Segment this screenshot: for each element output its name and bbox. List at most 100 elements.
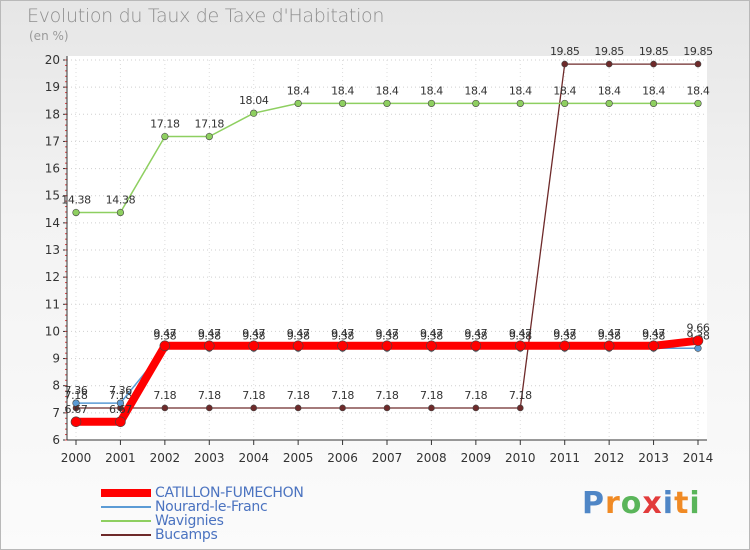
data-point <box>649 99 658 108</box>
x-tick-label: 2006 <box>327 451 358 465</box>
data-point <box>472 99 480 108</box>
data-label: 18.4 <box>687 84 710 97</box>
legend-swatch-wavignies <box>101 520 151 522</box>
data-label: 18.04 <box>239 94 269 107</box>
data-point <box>383 404 391 412</box>
data-label: 9.47 <box>153 327 176 340</box>
data-point <box>292 340 304 352</box>
data-point <box>694 99 702 108</box>
y-tick-label: 20 <box>45 53 60 67</box>
data-point <box>648 340 659 352</box>
data-label: 9.47 <box>509 327 532 340</box>
data-label: 9.47 <box>287 327 310 340</box>
y-tick-label: 18 <box>45 107 60 121</box>
data-point <box>72 399 80 407</box>
legend-item[interactable]: Wavignies <box>101 514 304 528</box>
y-tick-label: 11 <box>45 297 60 311</box>
data-label: 7.18 <box>376 389 399 402</box>
logo-letter: i <box>662 486 675 521</box>
data-label: 19.85 <box>639 45 669 58</box>
data-label: 9.38 <box>464 329 487 342</box>
data-label: 7.18 <box>198 389 221 402</box>
y-tick-label: 15 <box>45 189 60 203</box>
data-label: 18.4 <box>287 84 310 97</box>
data-point <box>694 60 702 68</box>
data-point <box>605 99 613 108</box>
x-tick-label: 2008 <box>416 451 447 465</box>
x-tick-label: 2003 <box>194 451 225 465</box>
data-label: 9.38 <box>153 329 176 342</box>
legend-item[interactable]: CATILLON-FUMECHON <box>101 486 304 500</box>
data-label: 7.36 <box>65 384 88 397</box>
chart-title: Evolution du Taux de Taxe d'Habitation <box>27 5 385 27</box>
data-point <box>381 340 393 352</box>
data-label: 9.47 <box>464 327 487 340</box>
data-point <box>559 340 571 352</box>
data-label: 7.18 <box>109 389 132 402</box>
x-tick-label: 2004 <box>238 451 269 465</box>
x-tick-label: 2002 <box>150 451 181 465</box>
data-point <box>470 340 482 352</box>
legend-swatch-catillon <box>101 489 151 497</box>
data-label: 9.38 <box>553 329 576 342</box>
logo-letter: i <box>689 486 701 521</box>
x-tick-label: 2011 <box>549 451 580 465</box>
data-label: 9.47 <box>553 327 576 340</box>
y-tick-label: 7 <box>52 406 60 420</box>
data-label: 7.18 <box>65 389 88 402</box>
x-tick-label: 2000 <box>61 451 92 465</box>
data-label: 9.38 <box>376 329 399 342</box>
x-tick-label: 2010 <box>505 451 536 465</box>
data-point <box>115 416 126 428</box>
data-point <box>426 340 437 352</box>
data-point <box>338 99 347 108</box>
x-tick-label: 2005 <box>283 451 314 465</box>
logo-letter: x <box>642 486 663 521</box>
y-tick-label: 16 <box>45 162 60 176</box>
data-point <box>650 60 657 68</box>
data-point <box>561 60 569 68</box>
legend-item[interactable]: Bucamps <box>101 528 304 542</box>
legend-swatch-bucamps <box>101 534 151 536</box>
data-label: 9.38 <box>287 329 310 342</box>
data-point <box>159 340 171 352</box>
data-point <box>603 340 615 352</box>
data-label: 9.47 <box>598 327 621 340</box>
y-tick-label: 19 <box>45 80 60 94</box>
data-label: 9.47 <box>420 327 443 340</box>
data-point <box>516 99 524 108</box>
data-point <box>516 404 524 412</box>
data-point <box>561 99 569 108</box>
y-tick-label: 8 <box>52 379 60 393</box>
data-point <box>250 404 258 412</box>
legend-item[interactable]: Nourard-le-Franc <box>101 500 304 514</box>
data-label: 6.67 <box>65 403 88 416</box>
data-label: 9.38 <box>420 329 443 342</box>
data-label: 9.47 <box>376 327 399 340</box>
data-point <box>514 340 526 352</box>
data-label: 7.18 <box>242 389 265 402</box>
data-label: 7.18 <box>509 389 532 402</box>
y-tick-label: 6 <box>52 433 60 447</box>
data-point <box>339 404 346 412</box>
data-point <box>116 399 125 407</box>
data-label: 9.38 <box>642 329 665 342</box>
data-label: 9.47 <box>198 327 221 340</box>
data-label: 18.4 <box>598 84 621 97</box>
data-label: 7.36 <box>109 384 132 397</box>
data-label: 18.4 <box>331 84 354 97</box>
y-tick-label: 12 <box>45 270 60 284</box>
data-point <box>294 404 302 412</box>
data-label: 9.47 <box>642 327 665 340</box>
x-tick-label: 2013 <box>638 451 669 465</box>
data-label: 18.4 <box>420 84 443 97</box>
legend-label: Nourard-le-Franc <box>155 499 268 515</box>
data-point <box>427 99 436 108</box>
logo-letter: t <box>674 486 690 521</box>
data-label: 18.4 <box>642 84 665 97</box>
logo-letter: o <box>620 486 643 521</box>
data-point <box>116 208 125 217</box>
data-label: 9.38 <box>331 329 354 342</box>
y-tick-label: 9 <box>52 352 60 366</box>
data-label: 9.38 <box>509 329 532 342</box>
